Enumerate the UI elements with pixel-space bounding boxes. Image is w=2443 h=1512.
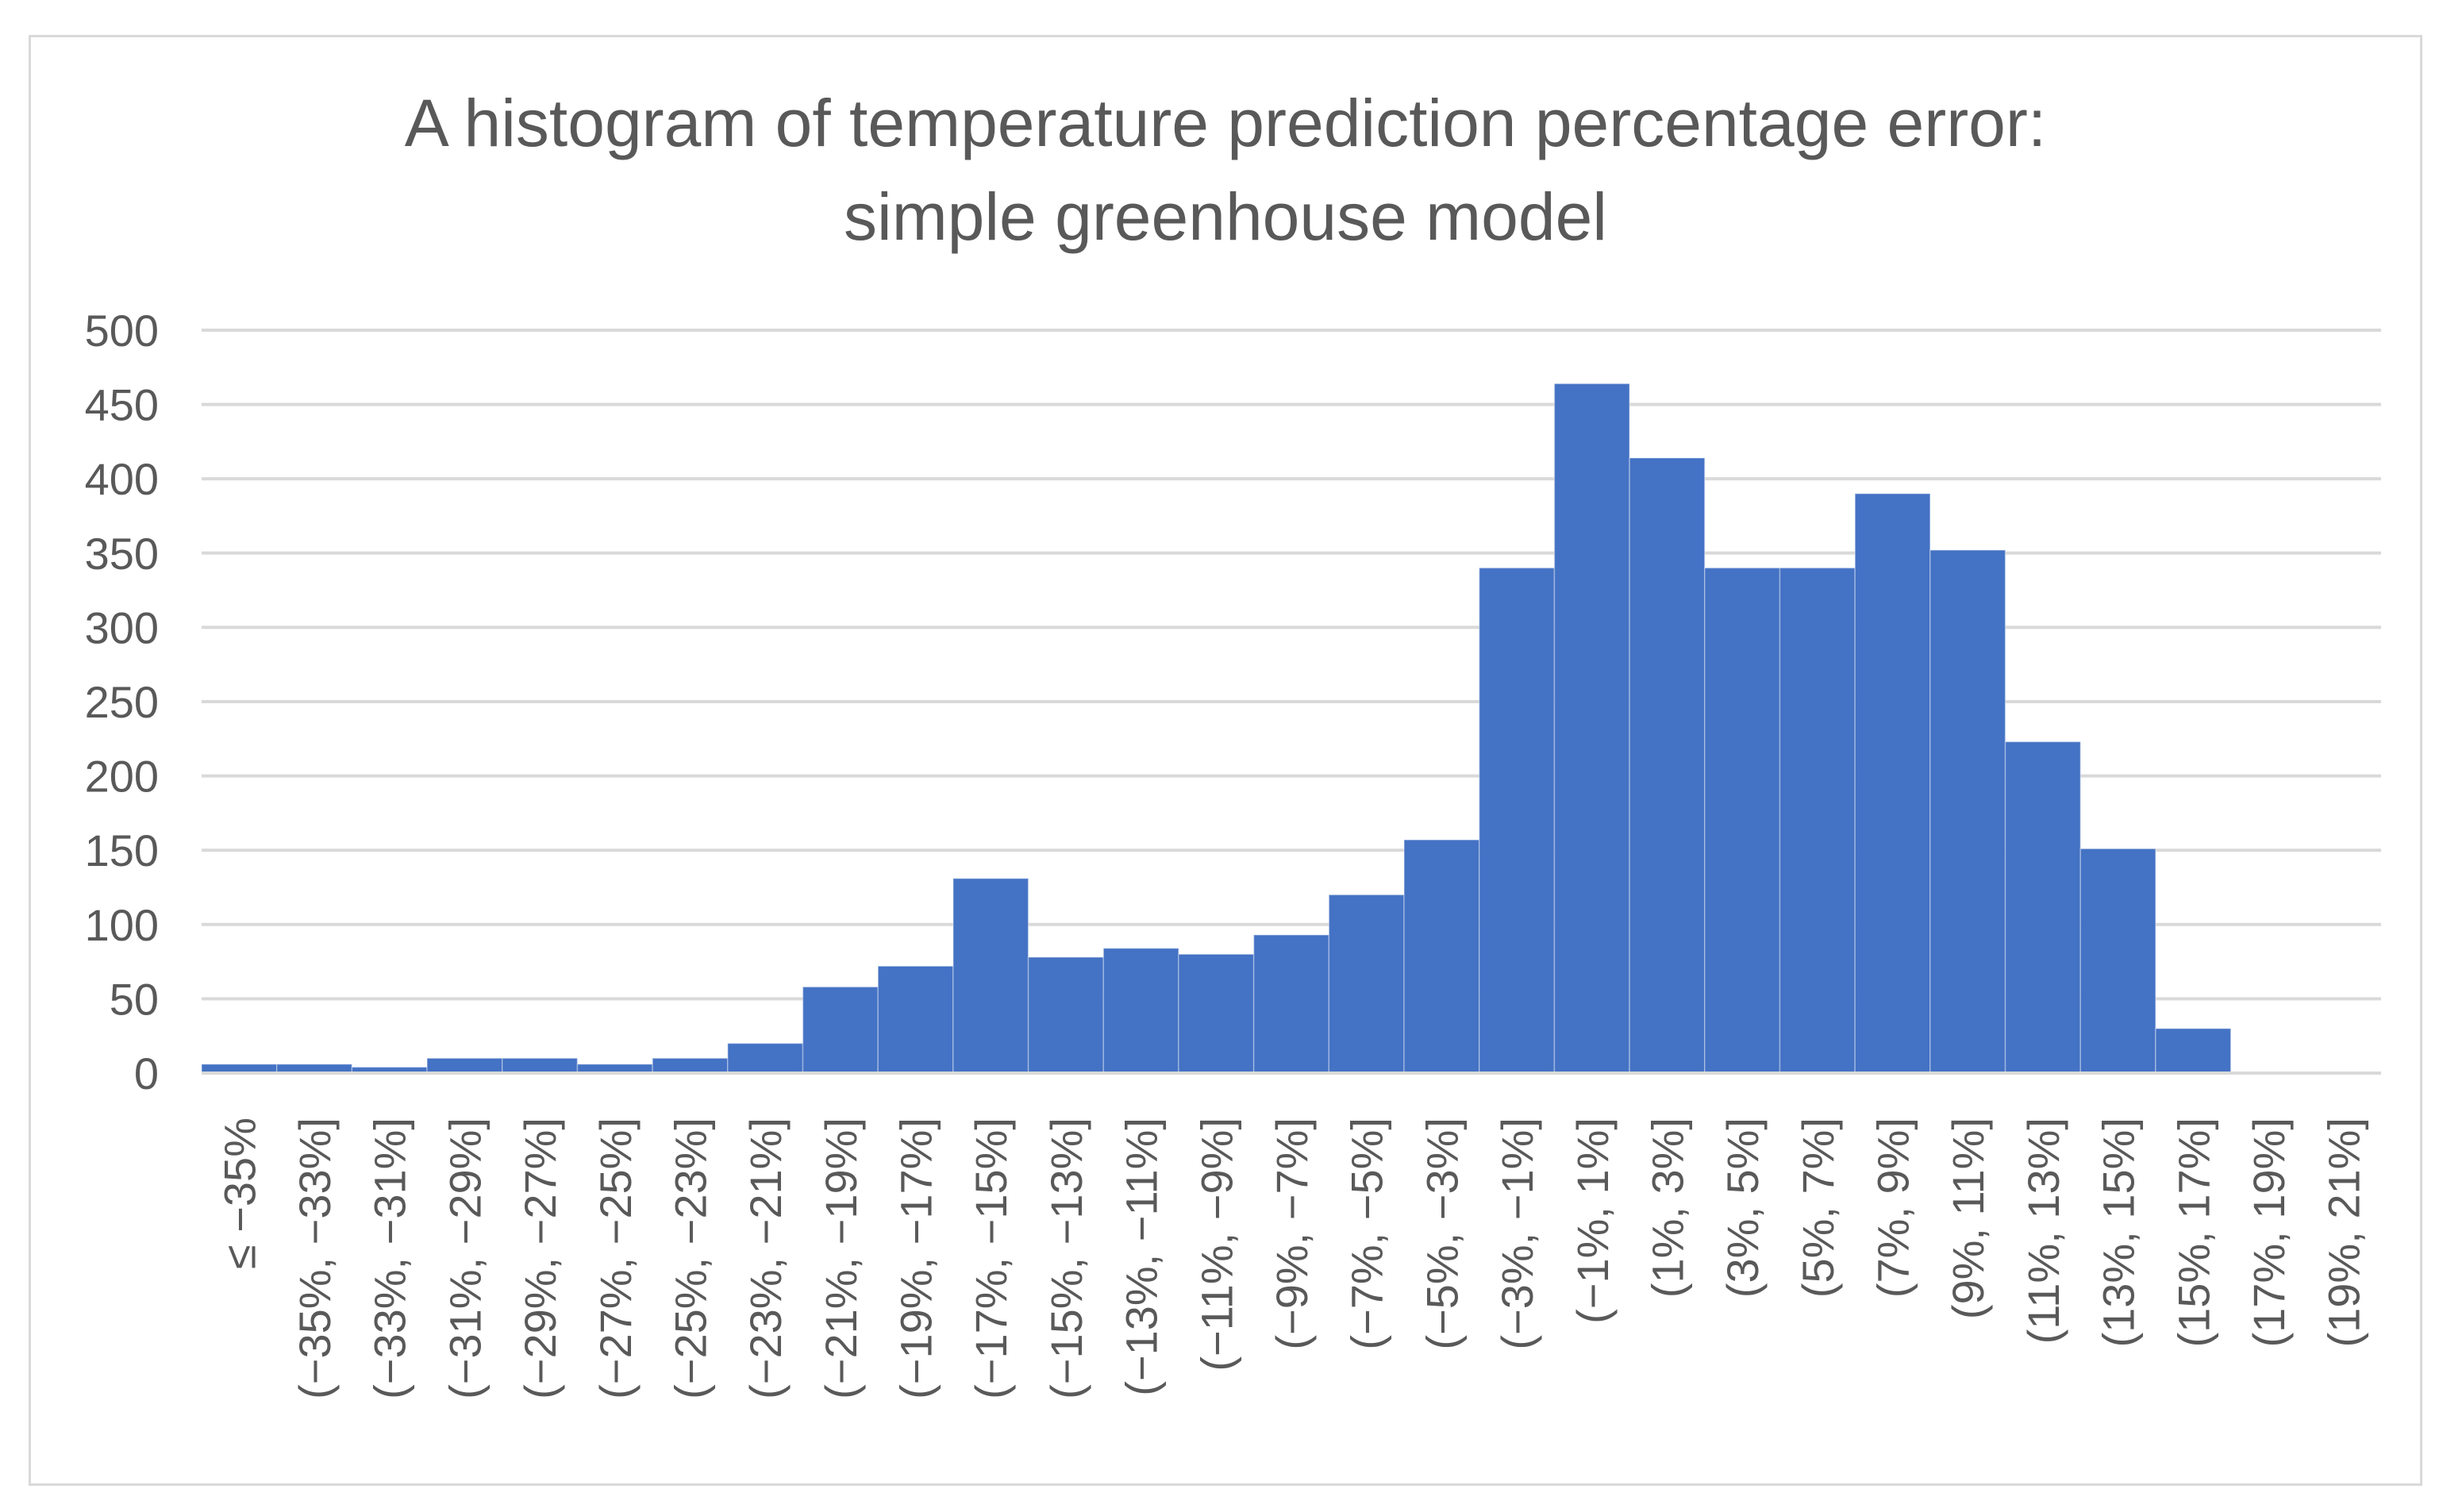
bar-12 xyxy=(1102,948,1179,1074)
bar-16 xyxy=(1403,839,1480,1074)
y-tick-label: 450 xyxy=(85,380,159,430)
x-axis-ticks: ≤ −35% (−35%, −33%] (−33%, −31%] (−31%, −29… xyxy=(214,1118,2368,1399)
y-tick-label: 50 xyxy=(110,974,159,1024)
y-tick-label: 250 xyxy=(85,677,159,727)
bar-18 xyxy=(1553,383,1630,1074)
x-tick-label: (3%, 5%] xyxy=(1718,1118,1768,1298)
bar-4 xyxy=(502,1057,579,1074)
x-tick-label: (−21%, −19%] xyxy=(816,1118,866,1399)
x-tick-label: (−9%, −7%] xyxy=(1267,1118,1317,1350)
bars xyxy=(201,383,2232,1074)
x-tick-label: (−15%, −13%] xyxy=(1041,1118,1091,1399)
x-tick-label: (−19%, −17%] xyxy=(891,1118,941,1399)
x-tick-label: (−33%, −31%] xyxy=(365,1118,415,1399)
bar-19 xyxy=(1629,457,1706,1074)
bar-3 xyxy=(426,1057,503,1074)
x-tick-label: (−3%, −1%] xyxy=(1492,1118,1542,1350)
bar-11 xyxy=(1027,956,1105,1074)
bar-25 xyxy=(2079,848,2156,1074)
x-tick-label: (−17%, −15%] xyxy=(966,1118,1016,1399)
bar-8 xyxy=(802,986,879,1074)
bar-23 xyxy=(1929,549,2006,1074)
x-tick-label: (−29%, −27%] xyxy=(515,1118,565,1399)
x-tick-label: (17%, 19%] xyxy=(2244,1118,2294,1348)
x-tick-label: (−23%, −21%] xyxy=(741,1118,791,1399)
bar-6 xyxy=(652,1057,729,1074)
bar-14 xyxy=(1252,934,1330,1074)
bar-24 xyxy=(2004,741,2081,1074)
x-tick-label: (9%, 11%] xyxy=(1943,1118,1993,1319)
y-tick-label: 500 xyxy=(85,306,159,356)
chart-title-line-2: simple greenhouse model xyxy=(844,179,1607,254)
bar-21 xyxy=(1779,567,1856,1074)
x-tick-label: (15%, 17%] xyxy=(2168,1118,2218,1348)
y-tick-label: 150 xyxy=(85,825,159,875)
bar-15 xyxy=(1328,894,1405,1074)
bar-7 xyxy=(727,1042,804,1074)
bar-10 xyxy=(952,878,1029,1074)
x-tick-label: (−11%, −9%] xyxy=(1191,1118,1241,1372)
x-tick-label: (−5%, −3%] xyxy=(1417,1118,1467,1350)
y-tick-label: 300 xyxy=(85,602,159,652)
chart-title-line-1: A histogram of temperature prediction pe… xyxy=(405,86,2046,160)
y-tick-label: 200 xyxy=(85,752,159,802)
x-tick-label: (11%, 13%] xyxy=(2018,1118,2068,1344)
x-tick-label: (1%, 3%] xyxy=(1642,1118,1692,1298)
x-tick-label: (−31%, −29%] xyxy=(440,1118,490,1399)
bar-13 xyxy=(1178,953,1255,1074)
x-tick-label: (−25%, −23%] xyxy=(665,1118,715,1399)
bar-17 xyxy=(1478,567,1556,1074)
x-tick-label: (−13%, −11%] xyxy=(1117,1118,1167,1396)
y-axis-ticks: 0 50 100 150 200 250 300 350 400 450 500 xyxy=(85,306,159,1098)
x-tick-label: (−7%, −5%] xyxy=(1342,1118,1392,1350)
x-tick-label: (19%, 21%] xyxy=(2319,1118,2369,1348)
y-tick-label: 350 xyxy=(85,529,159,579)
x-tick-label: (7%, 9%] xyxy=(1868,1118,1918,1298)
y-tick-label: 100 xyxy=(85,900,159,950)
x-tick-label: ≤ −35% xyxy=(214,1118,264,1269)
bar-22 xyxy=(1854,493,1931,1074)
bar-9 xyxy=(877,965,954,1074)
bar-20 xyxy=(1704,567,1781,1074)
x-tick-label: (−35%, −33%] xyxy=(290,1118,340,1399)
bar-26 xyxy=(2155,1028,2232,1074)
y-tick-label: 0 xyxy=(134,1048,159,1098)
x-tick-label: (−27%, −25%] xyxy=(591,1118,641,1399)
chart-title: A histogram of temperature prediction pe… xyxy=(405,86,2046,254)
y-tick-label: 400 xyxy=(85,454,159,504)
x-tick-label: (−1%, 1%] xyxy=(1568,1118,1618,1324)
x-tick-label: (13%, 15%] xyxy=(2094,1118,2144,1348)
x-tick-label: (5%, 7%] xyxy=(1793,1118,1843,1298)
